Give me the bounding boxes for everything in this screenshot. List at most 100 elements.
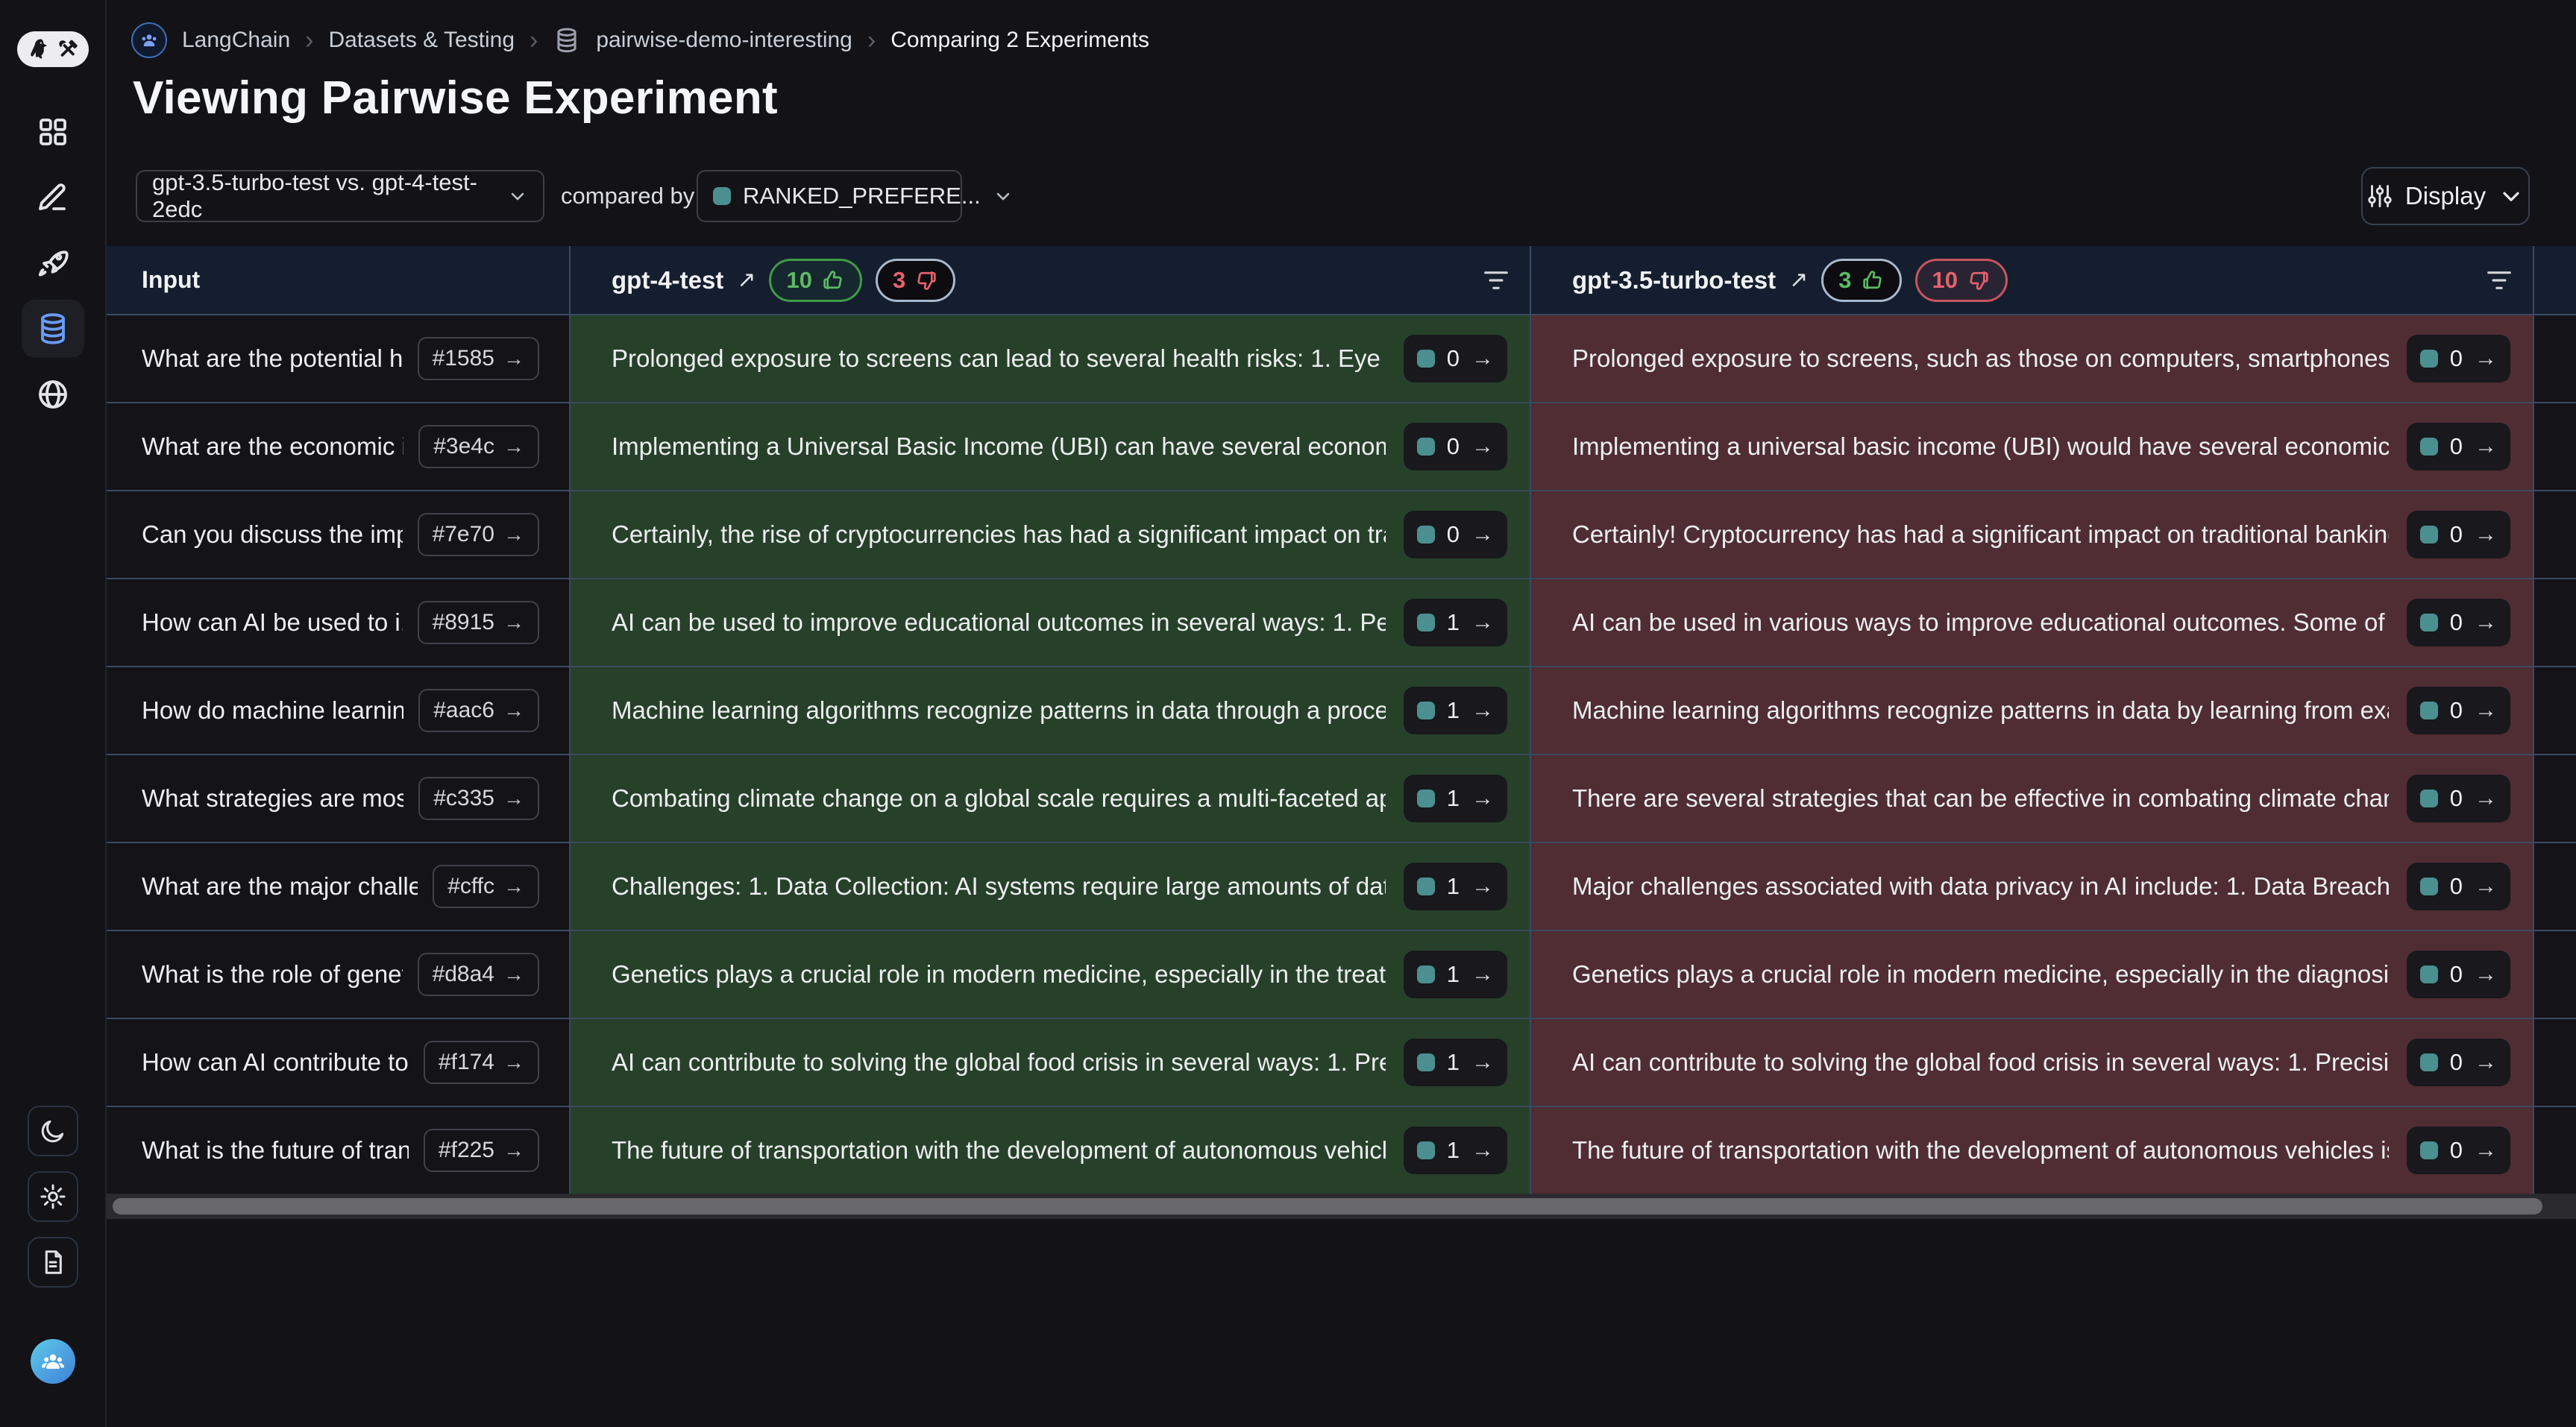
- breadcrumb-separator: ›: [305, 26, 314, 54]
- gpt-4-test-output-cell[interactable]: AI can be used to improve educational ou…: [571, 579, 1531, 667]
- sidebar-item-annotations[interactable]: [22, 168, 84, 227]
- open-comparison-badge[interactable]: 0 →: [2406, 511, 2510, 558]
- sidebar-item-deployments[interactable]: [22, 234, 84, 292]
- table-row-input-cell[interactable]: How do machine learnin... #aac6 →: [107, 667, 571, 755]
- open-comparison-badge[interactable]: 0 →: [2406, 951, 2510, 998]
- example-id-badge[interactable]: #1585 →: [417, 337, 539, 380]
- table-row-input-cell[interactable]: What are the economic i... #3e4c →: [107, 403, 571, 491]
- open-comparison-badge[interactable]: 0 →: [2406, 599, 2510, 646]
- example-id-badge[interactable]: #c335 →: [418, 777, 539, 820]
- open-comparison-badge[interactable]: 0 →: [1403, 511, 1507, 558]
- gpt-4-test-output-cell[interactable]: The future of transportation with the de…: [571, 1107, 1531, 1195]
- column-header-gpt-4-test[interactable]: gpt-4-test ↗ 10 3: [571, 246, 1531, 315]
- open-comparison-badge[interactable]: 1 →: [1403, 1039, 1507, 1086]
- gpt-3-5-turbo-test-output-cell[interactable]: AI can contribute to solving the global …: [1531, 1019, 2534, 1107]
- gpt-3-5-turbo-test-output-cell[interactable]: Implementing a universal basic income (U…: [1531, 403, 2534, 491]
- feedback-key-value: RANKED_PREFERE...: [743, 183, 981, 209]
- open-comparison-badge[interactable]: 0 →: [2406, 1039, 2510, 1086]
- gpt-4-test-output-cell[interactable]: Machine learning algorithms recognize pa…: [571, 667, 1531, 755]
- example-id-badge[interactable]: #7e70 →: [417, 513, 539, 556]
- example-id-badge[interactable]: #cffc →: [433, 865, 539, 908]
- horizontal-scrollbar-thumb[interactable]: [113, 1198, 2542, 1215]
- open-comparison-badge[interactable]: 0 →: [1403, 423, 1507, 470]
- gpt-4-test-output-cell[interactable]: Certainly, the rise of cryptocurrencies …: [571, 491, 1531, 579]
- table-row-input-cell[interactable]: What is the role of genet... #d8a4 →: [107, 931, 571, 1019]
- column-filter-icon[interactable]: [1482, 268, 1510, 292]
- feedback-score-dot: [1416, 790, 1435, 807]
- gpt-3-5-turbo-test-output-cell[interactable]: Prolonged exposure to screens, such as t…: [1531, 315, 2534, 403]
- gpt-4-test-output-cell[interactable]: Genetics plays a crucial role in modern …: [571, 931, 1531, 1019]
- feedback-score-value: 0: [2449, 697, 2463, 723]
- example-id: #f174: [438, 1050, 494, 1074]
- open-comparison-badge[interactable]: 1 →: [1403, 687, 1507, 734]
- example-id-badge[interactable]: #3e4c →: [418, 425, 539, 468]
- experiment-name[interactable]: gpt-4-test: [612, 265, 724, 294]
- gpt-4-test-output-cell[interactable]: AI can contribute to solving the global …: [571, 1019, 1531, 1107]
- sidebar-item-hub[interactable]: [22, 365, 84, 423]
- feedback-score-dot: [1416, 614, 1435, 631]
- gpt-4-test-output-cell[interactable]: Challenges: 1. Data Collection: AI syste…: [571, 843, 1531, 931]
- open-example-arrow-icon: →: [503, 875, 524, 898]
- sidebar-item-home[interactable]: [22, 103, 84, 161]
- table-row-input-cell[interactable]: Can you discuss the imp... #7e70 →: [107, 491, 571, 579]
- sidebar-item-datasets[interactable]: [21, 300, 84, 358]
- external-link-icon[interactable]: ↗: [1789, 268, 1809, 292]
- open-run-arrow-icon: →: [2475, 1138, 2497, 1162]
- theme-toggle-button[interactable]: [27, 1106, 78, 1156]
- table-row-input-cell[interactable]: How can AI contribute to ... #f174 →: [107, 1019, 571, 1107]
- gpt-3-5-turbo-test-output-cell[interactable]: Genetics plays a crucial role in modern …: [1531, 931, 2534, 1019]
- gpt-4-test-output-cell[interactable]: Combating climate change on a global sca…: [571, 755, 1531, 843]
- column-header-gpt-3-5-turbo-test[interactable]: gpt-3.5-turbo-test ↗ 3 10: [1531, 246, 2534, 315]
- example-id-badge[interactable]: #f225 →: [423, 1129, 539, 1172]
- horizontal-scrollbar[interactable]: [107, 1194, 2576, 1219]
- table-row-input-cell[interactable]: What strategies are mos... #c335 →: [107, 755, 571, 843]
- gpt-3-5-turbo-test-output-cell[interactable]: The future of transportation with the de…: [1531, 1107, 2534, 1195]
- breadcrumb-org[interactable]: LangChain: [182, 28, 291, 52]
- user-avatar[interactable]: [30, 1339, 75, 1384]
- open-comparison-badge[interactable]: 0 →: [2406, 687, 2510, 734]
- gpt-4-test-output-cell[interactable]: Implementing a Universal Basic Income (U…: [571, 403, 1531, 491]
- organization-icon[interactable]: [131, 22, 167, 58]
- breadcrumb-dataset[interactable]: pairwise-demo-interesting: [596, 28, 852, 52]
- gpt-3-5-turbo-test-output-cell[interactable]: AI can be used in various ways to improv…: [1531, 579, 2534, 667]
- langsmith-logo[interactable]: [17, 31, 89, 67]
- open-run-arrow-icon: →: [2475, 698, 2497, 722]
- open-comparison-badge[interactable]: 0 →: [2406, 775, 2510, 822]
- open-comparison-badge[interactable]: 0 →: [2406, 335, 2510, 382]
- feedback-key-select[interactable]: RANKED_PREFERE...: [697, 170, 1009, 222]
- open-comparison-badge[interactable]: 0 →: [1403, 335, 1507, 382]
- open-comparison-badge[interactable]: 1 →: [1403, 1127, 1507, 1174]
- example-id-badge[interactable]: #aac6 →: [418, 689, 539, 732]
- open-comparison-badge[interactable]: 1 →: [1403, 599, 1507, 646]
- feedback-score-dot: [2419, 614, 2438, 631]
- open-example-arrow-icon: →: [503, 611, 524, 634]
- display-button[interactable]: Display: [2361, 167, 2530, 225]
- settings-button[interactable]: [27, 1171, 78, 1222]
- gpt-3-5-turbo-test-output-cell[interactable]: Machine learning algorithms recognize pa…: [1531, 667, 2534, 755]
- table-row-input-cell[interactable]: What are the potential h... #1585 →: [107, 315, 571, 403]
- gpt-3-5-turbo-test-output-cell[interactable]: Major challenges associated with data pr…: [1531, 843, 2534, 931]
- column-header-input[interactable]: Input: [107, 246, 571, 315]
- table-row-input-cell[interactable]: How can AI be used to i... #8915 →: [107, 579, 571, 667]
- external-link-icon[interactable]: ↗: [737, 268, 756, 292]
- gpt-4-test-output-cell[interactable]: Prolonged exposure to screens can lead t…: [571, 315, 1531, 403]
- open-comparison-badge[interactable]: 0 →: [2406, 1127, 2510, 1174]
- table-row-input-cell[interactable]: What is the future of tran... #f225 →: [107, 1107, 571, 1195]
- example-id-badge[interactable]: #d8a4 →: [417, 953, 539, 996]
- docs-button[interactable]: [27, 1237, 78, 1288]
- column-filter-icon[interactable]: [2485, 268, 2513, 292]
- open-comparison-badge[interactable]: 0 →: [2406, 863, 2510, 910]
- experiment-pair-select[interactable]: gpt-3.5-turbo-test vs. gpt-4-test-2edc: [136, 169, 544, 222]
- breadcrumb-datasets[interactable]: Datasets & Testing: [328, 28, 515, 52]
- table-row-input-cell[interactable]: What are the major challe... #cffc →: [107, 843, 571, 931]
- feedback-score-value: 0: [2449, 873, 2463, 899]
- example-id-badge[interactable]: #f174 →: [423, 1041, 539, 1084]
- gpt-3-5-turbo-test-output-cell[interactable]: Certainly! Cryptocurrency has had a sign…: [1531, 491, 2534, 579]
- gpt-3-5-turbo-test-output-cell[interactable]: There are several strategies that can be…: [1531, 755, 2534, 843]
- open-comparison-badge[interactable]: 1 →: [1403, 775, 1507, 822]
- open-comparison-badge[interactable]: 1 →: [1403, 863, 1507, 910]
- open-comparison-badge[interactable]: 1 →: [1403, 951, 1507, 998]
- open-comparison-badge[interactable]: 0 →: [2406, 423, 2510, 470]
- experiment-name[interactable]: gpt-3.5-turbo-test: [1572, 265, 1777, 294]
- example-id-badge[interactable]: #8915 →: [417, 601, 539, 644]
